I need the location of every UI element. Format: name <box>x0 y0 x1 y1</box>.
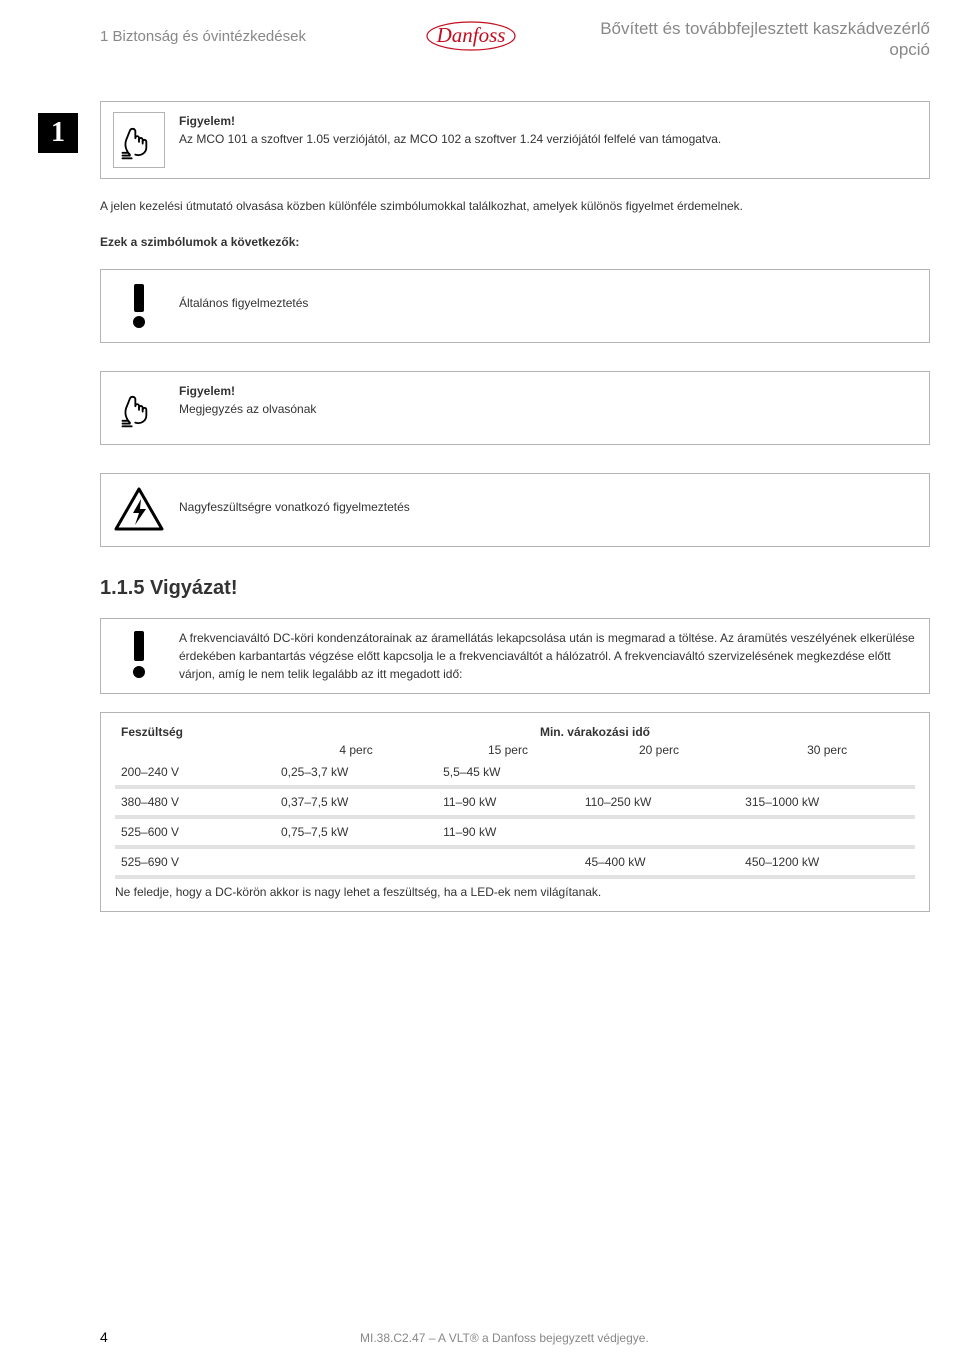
page-content: 1 Figyelem! Az MCO 101 a szoftver 1.05 v… <box>0 71 960 912</box>
notice-title: Figyelem! <box>179 112 917 130</box>
footer-text: MI.38.C2.47 – A VLT® a Danfoss bejegyzet… <box>360 1331 930 1345</box>
chapter-badge: 1 <box>38 113 78 153</box>
section-heading-115: 1.1.5 Vigyázat! <box>100 577 930 600</box>
page-footer: 4 MI.38.C2.47 – A VLT® a Danfoss bejegyz… <box>0 1329 960 1345</box>
high-voltage-icon <box>113 484 165 536</box>
table-row: 525–690 V 45–400 kW 450–1200 kW <box>115 847 915 877</box>
symbol-general-warning: Általános figyelmeztetés <box>100 269 930 343</box>
symbol-note-text: Figyelem! Megjegyzés az olvasónak <box>179 382 917 418</box>
symbol-general-text: Általános figyelmeztetés <box>179 280 917 312</box>
wait-time-table-box: Feszültség Min. várakozási idő 4 perc 15… <box>100 712 930 912</box>
caution-box: A frekvenciaváltó DC-köri kondenzátorain… <box>100 618 930 694</box>
header-right-line1: Bővített és továbbfejlesztett kaszkádvez… <box>600 19 930 38</box>
page-header: 1 Biztonság és óvintézkedések Danfoss Bő… <box>0 0 960 71</box>
hand-point-icon <box>113 112 165 168</box>
wait-time-table: Feszültség Min. várakozási idő 4 perc 15… <box>115 723 915 879</box>
table-subhead: 4 perc 15 perc 20 perc 30 perc <box>115 741 915 759</box>
symbols-heading: Ezek a szimbólumok a következők: <box>100 233 930 251</box>
symbol-note: Figyelem! Megjegyzés az olvasónak <box>100 371 930 445</box>
exclamation-icon <box>113 629 165 681</box>
exclamation-icon <box>113 280 165 332</box>
caution-text: A frekvenciaváltó DC-köri kondenzátorain… <box>179 629 917 683</box>
table-row: 200–240 V 0,25–3,7 kW 5,5–45 kW <box>115 759 915 787</box>
notice-attention-1-text: Figyelem! Az MCO 101 a szoftver 1.05 ver… <box>179 112 917 148</box>
th-min-wait: Min. várakozási idő <box>275 723 915 741</box>
brand-logo: Danfoss <box>426 18 516 54</box>
table-row: 525–600 V 0,75–7,5 kW 11–90 kW <box>115 817 915 847</box>
notice-body: Az MCO 101 a szoftver 1.05 verziójától, … <box>179 132 721 146</box>
symbol-hv-text: Nagyfeszültségre vonatkozó figyelmezteté… <box>179 484 917 516</box>
header-left: 1 Biztonság és óvintézkedések <box>100 18 306 45</box>
notice-body: Megjegyzés az olvasónak <box>179 402 316 416</box>
header-right-line2: opció <box>889 40 930 59</box>
table-row: 380–480 V 0,37–7,5 kW 11–90 kW 110–250 k… <box>115 787 915 817</box>
page-number: 4 <box>100 1329 360 1345</box>
th-voltage: Feszültség <box>115 723 275 741</box>
svg-text:Danfoss: Danfoss <box>436 23 506 47</box>
symbol-high-voltage: Nagyfeszültségre vonatkozó figyelmezteté… <box>100 473 930 547</box>
intro-paragraph: A jelen kezelési útmutató olvasása közbe… <box>100 197 930 215</box>
notice-title: Figyelem! <box>179 382 917 400</box>
hand-point-icon <box>113 382 165 434</box>
table-footnote: Ne feledje, hogy a DC-körön akkor is nag… <box>115 879 915 899</box>
notice-attention-1: Figyelem! Az MCO 101 a szoftver 1.05 ver… <box>100 101 930 179</box>
header-right: Bővített és továbbfejlesztett kaszkádvez… <box>536 18 930 61</box>
